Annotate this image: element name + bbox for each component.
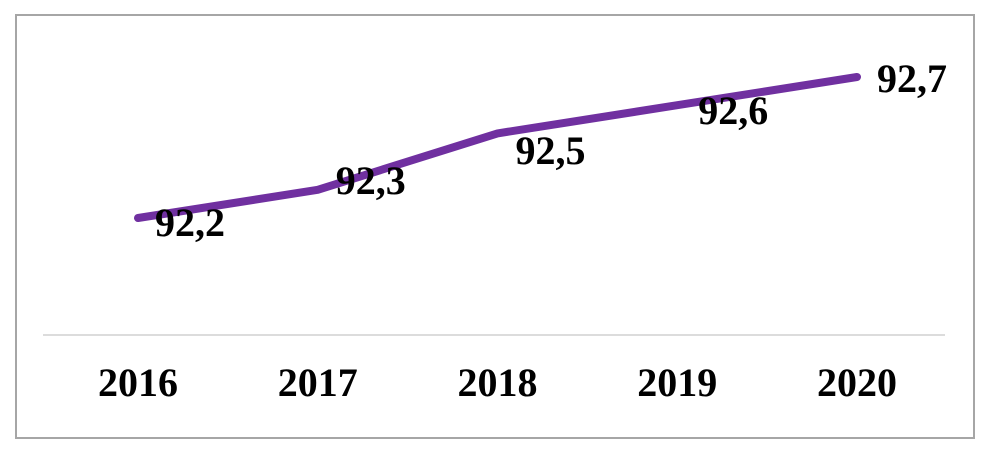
- x-axis-tick-label: 2017: [277, 360, 358, 405]
- x-axis-tick-label: 2016: [98, 360, 178, 405]
- x-axis-tick-label: 2018: [457, 360, 538, 405]
- data-label: 92,3: [335, 157, 406, 203]
- data-label: 92,2: [155, 200, 225, 245]
- data-label: 92,6: [698, 88, 769, 134]
- data-label: 92,5: [515, 128, 586, 174]
- x-axis-line: [43, 334, 945, 336]
- x-axis-tick-label: 2019: [637, 360, 718, 405]
- data-label: 92,7: [877, 56, 947, 101]
- x-axis-tick-label: 2020: [817, 360, 897, 405]
